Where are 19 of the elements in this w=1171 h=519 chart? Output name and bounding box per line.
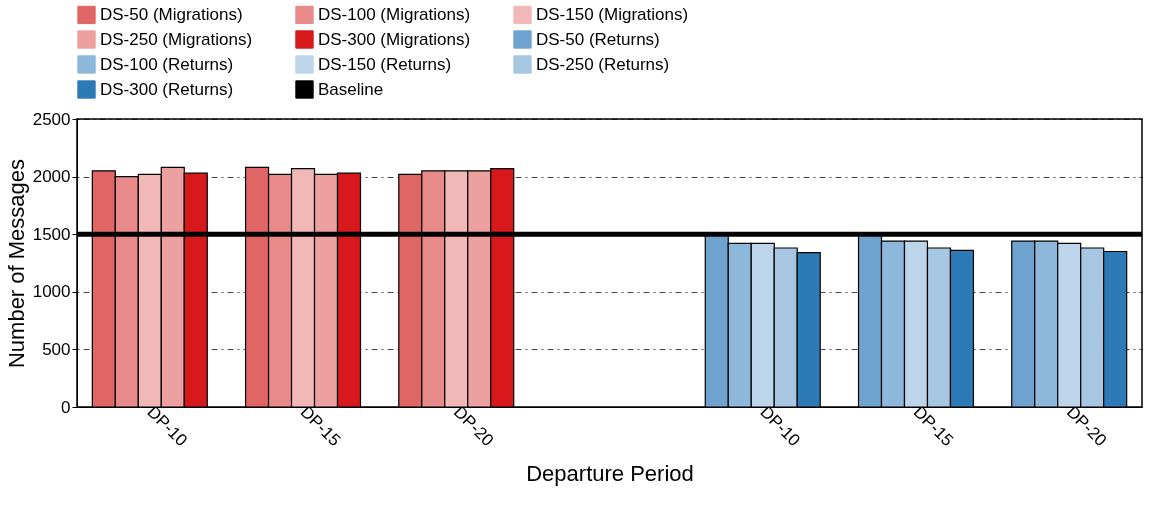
legend-label: DS-50 (Migrations) bbox=[100, 4, 243, 24]
y-tick-label: 1000 bbox=[32, 282, 71, 302]
y-axis-title: Number of Messages bbox=[3, 158, 29, 369]
legend-label: DS-150 (Migrations) bbox=[536, 4, 689, 24]
legend-label: DS-300 (Migrations) bbox=[318, 29, 471, 49]
legend-label: DS-250 (Returns) bbox=[536, 54, 670, 74]
y-tick-label: 1500 bbox=[32, 224, 71, 244]
x-axis-title: Departure Period bbox=[526, 461, 694, 487]
y-tick-label: 500 bbox=[42, 339, 71, 359]
y-tick-label: 0 bbox=[61, 397, 71, 417]
legend-label: DS-50 (Returns) bbox=[536, 29, 660, 49]
legend-label: DS-250 (Migrations) bbox=[100, 29, 253, 49]
legend-label: Baseline bbox=[318, 79, 384, 99]
legend-label: DS-100 (Migrations) bbox=[318, 4, 471, 24]
legend-label: DS-100 (Returns) bbox=[100, 54, 234, 74]
legend-label: DS-150 (Returns) bbox=[318, 54, 452, 74]
y-tick-label: 2500 bbox=[32, 109, 71, 129]
y-tick-label: 2000 bbox=[32, 167, 71, 187]
legend-label: DS-300 (Returns) bbox=[100, 79, 234, 99]
